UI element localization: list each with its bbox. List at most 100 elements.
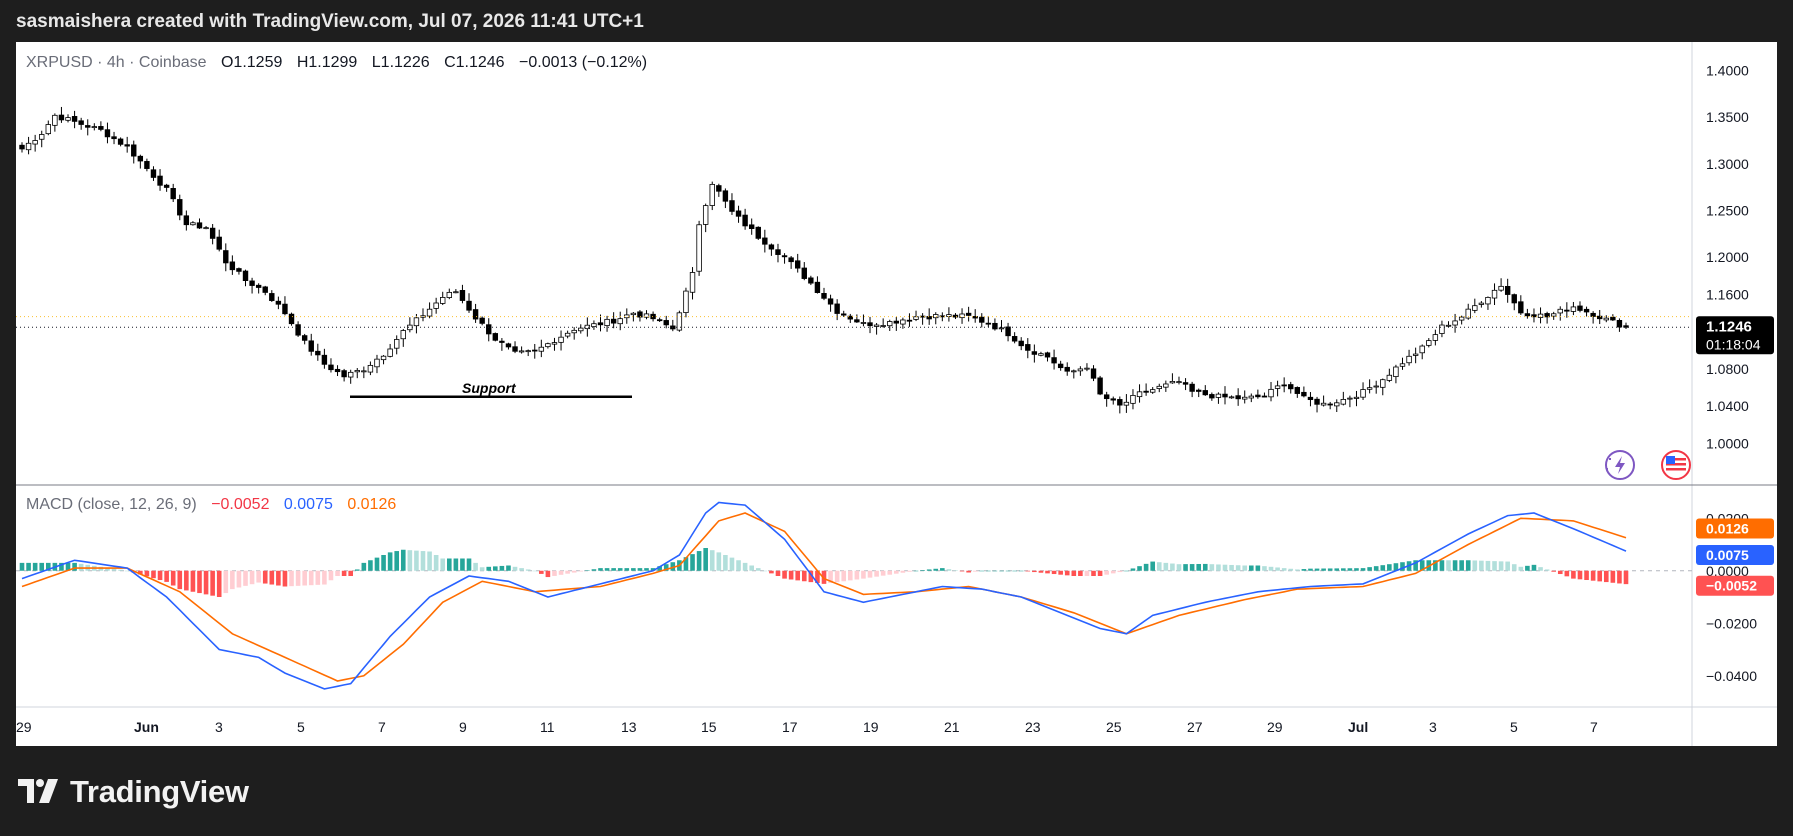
- macd-histogram-bar: [1518, 566, 1524, 571]
- macd-histogram-bar: [368, 560, 373, 571]
- macd-histogram-bar: [1124, 570, 1129, 572]
- candle: [683, 287, 689, 318]
- macd-histogram-bar: [1413, 560, 1418, 571]
- candle: [1169, 373, 1176, 384]
- macd-histogram-bar: [446, 558, 452, 571]
- candle: [926, 308, 932, 325]
- candle: [1261, 392, 1268, 398]
- candle: [1577, 301, 1583, 313]
- macd-histogram-bar: [907, 570, 912, 572]
- macd-histogram-bar: [1288, 568, 1294, 571]
- candle: [952, 313, 959, 320]
- macd-histogram-bar: [1025, 570, 1031, 572]
- macd-histogram-bar: [762, 570, 768, 572]
- candle: [249, 277, 255, 294]
- macd-histogram-bar: [400, 549, 406, 571]
- macd-histogram-bar: [690, 554, 695, 571]
- candle: [781, 253, 788, 264]
- candle: [906, 313, 913, 327]
- candle: [900, 317, 906, 329]
- macd-histogram-bar: [874, 570, 879, 577]
- macd-histogram-bar: [1531, 564, 1537, 571]
- candle: [328, 358, 334, 373]
- macd-histogram-bar: [637, 568, 643, 571]
- candle: [1005, 322, 1011, 342]
- tradingview-logo[interactable]: TradingView: [18, 772, 249, 812]
- macd-histogram-bar: [736, 560, 741, 571]
- candle: [1518, 295, 1524, 315]
- price-tick: 1.2000: [1706, 249, 1749, 265]
- candle: [998, 320, 1005, 333]
- macd-histogram-bar: [348, 570, 353, 576]
- macd-histogram-bar: [1110, 570, 1116, 574]
- macd-histogram-bar: [394, 551, 400, 571]
- macd-histogram-bar: [118, 569, 123, 571]
- macd-histogram-bar: [552, 570, 557, 576]
- candle: [663, 315, 669, 329]
- macd-histogram-bar: [1235, 565, 1241, 571]
- time-tick: Jul: [1348, 719, 1368, 735]
- macd-histogram-bar: [1064, 570, 1070, 576]
- candle: [157, 169, 163, 191]
- macd-histogram-bar: [177, 570, 183, 590]
- candle: [1242, 390, 1248, 404]
- macd-histogram-bar: [1465, 560, 1471, 571]
- candle: [1347, 395, 1353, 408]
- candle: [472, 303, 479, 323]
- last-price-value: 1.1246: [1706, 318, 1752, 335]
- candle: [1077, 366, 1084, 376]
- candle: [117, 137, 124, 147]
- macd-histogram-bar: [755, 568, 761, 571]
- us-flag-icon[interactable]: [1661, 450, 1691, 480]
- svg-text:0.0126: 0.0126: [1706, 520, 1749, 536]
- macd-histogram-bar: [1295, 569, 1300, 571]
- macd-histogram-bar: [295, 570, 301, 586]
- candle: [1097, 375, 1103, 396]
- candle: [854, 314, 860, 323]
- time-tick: 19: [863, 719, 879, 735]
- candles-layer: [16, 106, 1692, 414]
- candle: [1334, 399, 1340, 413]
- macd-histogram-bar: [1248, 565, 1254, 571]
- candle: [1406, 349, 1412, 366]
- candle: [1130, 389, 1136, 410]
- macd-histogram-bar: [1347, 568, 1353, 571]
- macd-histogram-bar: [460, 558, 465, 571]
- candle: [1051, 349, 1057, 370]
- candle: [1531, 308, 1537, 323]
- candle: [716, 183, 722, 197]
- price-chart[interactable]: 1.4000 1.3500 1.3000 1.2500 1.2000 1.1600 1.12…: [16, 42, 1777, 746]
- candle: [209, 224, 216, 245]
- macd-histogram-bar: [453, 558, 459, 571]
- macd-histogram-bar: [959, 570, 965, 572]
- candle: [334, 365, 341, 377]
- macd-histogram-bar: [1314, 568, 1320, 571]
- candle: [1031, 344, 1038, 363]
- price-tick: 1.4000: [1706, 63, 1749, 79]
- candle: [768, 243, 775, 256]
- candle: [1248, 393, 1254, 403]
- candle: [689, 267, 696, 300]
- macd-histogram-bar: [1557, 570, 1563, 575]
- candle: [1196, 388, 1202, 398]
- macd-histogram-bar: [1492, 561, 1497, 571]
- candle: [867, 316, 873, 334]
- lightning-icon[interactable]: [1605, 450, 1635, 480]
- time-tick: 17: [782, 719, 798, 735]
- macd-histogram-bar: [1393, 563, 1399, 571]
- macd-histogram-bar: [374, 557, 380, 571]
- macd-histogram-bar: [1498, 561, 1504, 571]
- macd-histogram-bar: [558, 570, 564, 575]
- candle: [965, 306, 972, 322]
- macd-histogram-bar: [1419, 560, 1425, 571]
- candle: [650, 311, 656, 322]
- time-tick: 23: [1025, 719, 1041, 735]
- macd-histogram-bar: [604, 568, 610, 571]
- candle: [394, 335, 400, 355]
- macd-histogram-bar: [578, 570, 584, 572]
- axis-layer: 1.4000 1.3500 1.3000 1.2500 1.2000 1.1600 1.12…: [16, 63, 1774, 735]
- macd-histogram-bar: [539, 570, 544, 574]
- macd-histogram-bar: [972, 570, 978, 572]
- macd-histogram-bar: [1590, 570, 1596, 581]
- macd-histogram-bar: [1209, 564, 1215, 571]
